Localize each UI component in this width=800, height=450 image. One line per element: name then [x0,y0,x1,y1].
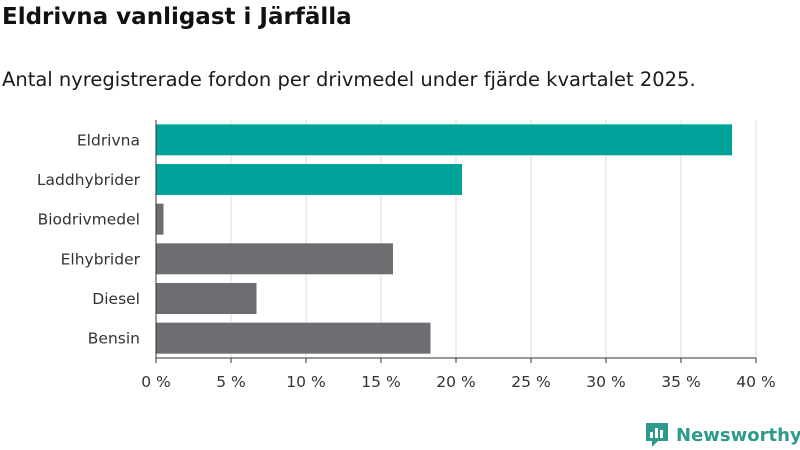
x-tick-label: 15 % [361,373,400,391]
bar-biodrivmedel [156,203,164,235]
newsworthy-logo-icon [646,423,668,447]
bar-elhybrider [156,243,393,275]
category-label: Laddhybrider [37,171,141,189]
x-tick-label: 25 % [511,373,550,391]
category-label: Diesel [92,290,140,308]
brand-logo: Newsworthy [644,421,800,449]
x-tick-label: 20 % [436,373,475,391]
x-tick-label: 5 % [216,373,246,391]
category-label: Biodrivmedel [38,211,140,229]
bar-bensin [156,322,431,354]
x-tick-label: 40 % [736,373,775,391]
x-tick-label: 35 % [661,373,700,391]
bar-diesel [156,283,257,314]
chart-title: Eldrivna vanligast i Järfälla [2,4,352,30]
category-label: Bensin [88,330,140,348]
x-tick-label: 10 % [286,373,325,391]
category-label: Eldrivna [77,131,140,149]
bar-eldrivna [156,124,732,156]
category-label: Elhybrider [61,250,141,268]
x-tick-label: 30 % [586,373,625,391]
bar-laddhybrider [156,164,462,195]
x-tick-label: 0 % [141,373,171,391]
brand-name: Newsworthy [676,424,800,446]
chart-subtitle: Antal nyregistrerade fordon per drivmede… [2,68,696,91]
